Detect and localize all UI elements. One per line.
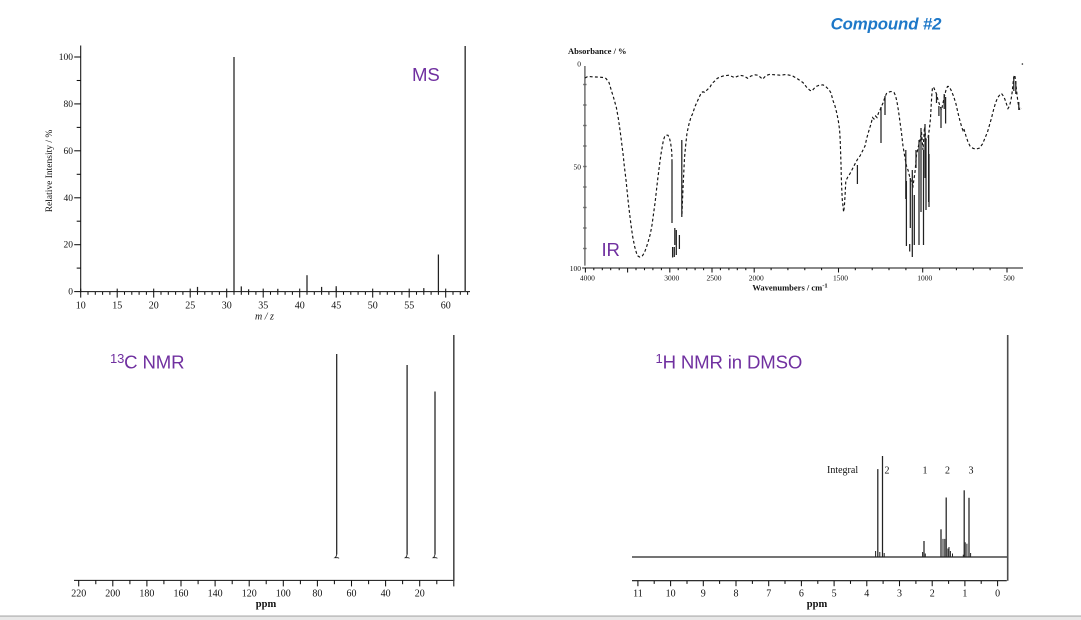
svg-text:20: 20 — [149, 301, 159, 312]
svg-text:13C NMR: 13C NMR — [110, 351, 184, 373]
svg-text:5: 5 — [832, 589, 837, 600]
svg-text:10: 10 — [76, 301, 86, 312]
svg-text:35: 35 — [258, 301, 268, 312]
svg-text:1500: 1500 — [833, 274, 848, 283]
svg-text:80: 80 — [312, 589, 322, 600]
svg-text:0: 0 — [995, 589, 1000, 600]
svg-text:6: 6 — [799, 589, 804, 600]
svg-text:4000: 4000 — [580, 274, 595, 283]
svg-text:10: 10 — [666, 589, 676, 600]
svg-text:Wavenumbers / cm-1: Wavenumbers / cm-1 — [752, 283, 827, 293]
svg-text:7: 7 — [766, 589, 771, 600]
svg-text:20: 20 — [415, 589, 425, 600]
svg-text:100: 100 — [570, 264, 582, 273]
svg-text:2000: 2000 — [749, 274, 764, 283]
svg-text:500: 500 — [1003, 274, 1015, 283]
svg-text:2: 2 — [930, 589, 935, 600]
svg-text:55: 55 — [404, 301, 414, 312]
svg-text:160: 160 — [174, 589, 189, 600]
svg-text:200: 200 — [105, 589, 120, 600]
svg-text:2500: 2500 — [707, 274, 722, 283]
svg-text:0: 0 — [577, 60, 581, 69]
svg-text:30: 30 — [222, 301, 232, 312]
svg-text:4: 4 — [864, 589, 869, 600]
svg-text:15: 15 — [112, 301, 122, 312]
svg-text:m / z: m / z — [255, 312, 274, 323]
svg-text:220: 220 — [71, 589, 86, 600]
svg-text:11: 11 — [633, 589, 643, 600]
svg-text:40: 40 — [381, 589, 391, 600]
svg-text:25: 25 — [185, 301, 195, 312]
svg-text:100: 100 — [276, 589, 291, 600]
svg-text:40: 40 — [295, 301, 305, 312]
svg-text:120: 120 — [242, 589, 257, 600]
svg-text:20: 20 — [64, 241, 74, 251]
svg-text:3: 3 — [969, 466, 974, 477]
svg-text:Relative Intensity / %: Relative Intensity / % — [45, 130, 55, 213]
svg-text:40: 40 — [64, 194, 74, 204]
svg-text:50: 50 — [368, 301, 378, 312]
svg-text:Compound #2: Compound #2 — [831, 15, 943, 34]
svg-text:60: 60 — [347, 589, 357, 600]
svg-text:8: 8 — [734, 589, 739, 600]
svg-text:MS: MS — [412, 64, 440, 85]
svg-text:Integral: Integral — [827, 465, 858, 476]
svg-text:ppm: ppm — [256, 599, 277, 610]
svg-text:0: 0 — [68, 288, 73, 298]
svg-text:80: 80 — [64, 100, 74, 110]
svg-text:Absorbance / %: Absorbance / % — [568, 46, 627, 56]
svg-text:9: 9 — [701, 589, 706, 600]
svg-text:60: 60 — [441, 301, 451, 312]
svg-text:50: 50 — [574, 163, 582, 172]
svg-text:3000: 3000 — [664, 274, 679, 283]
svg-text:100: 100 — [59, 53, 74, 63]
svg-text:60: 60 — [64, 147, 74, 157]
svg-text:ppm: ppm — [807, 599, 828, 610]
svg-text:45: 45 — [331, 301, 341, 312]
svg-text:2: 2 — [885, 466, 890, 477]
svg-text:1H NMR in DMSO: 1H NMR in DMSO — [656, 351, 803, 373]
svg-text:1: 1 — [962, 589, 967, 600]
svg-text:IR: IR — [602, 239, 620, 260]
svg-text:3: 3 — [897, 589, 902, 600]
svg-text:2: 2 — [945, 466, 950, 477]
svg-text:140: 140 — [208, 589, 223, 600]
svg-text:1: 1 — [923, 466, 928, 477]
svg-text:1000: 1000 — [917, 274, 932, 283]
svg-text:180: 180 — [139, 589, 154, 600]
